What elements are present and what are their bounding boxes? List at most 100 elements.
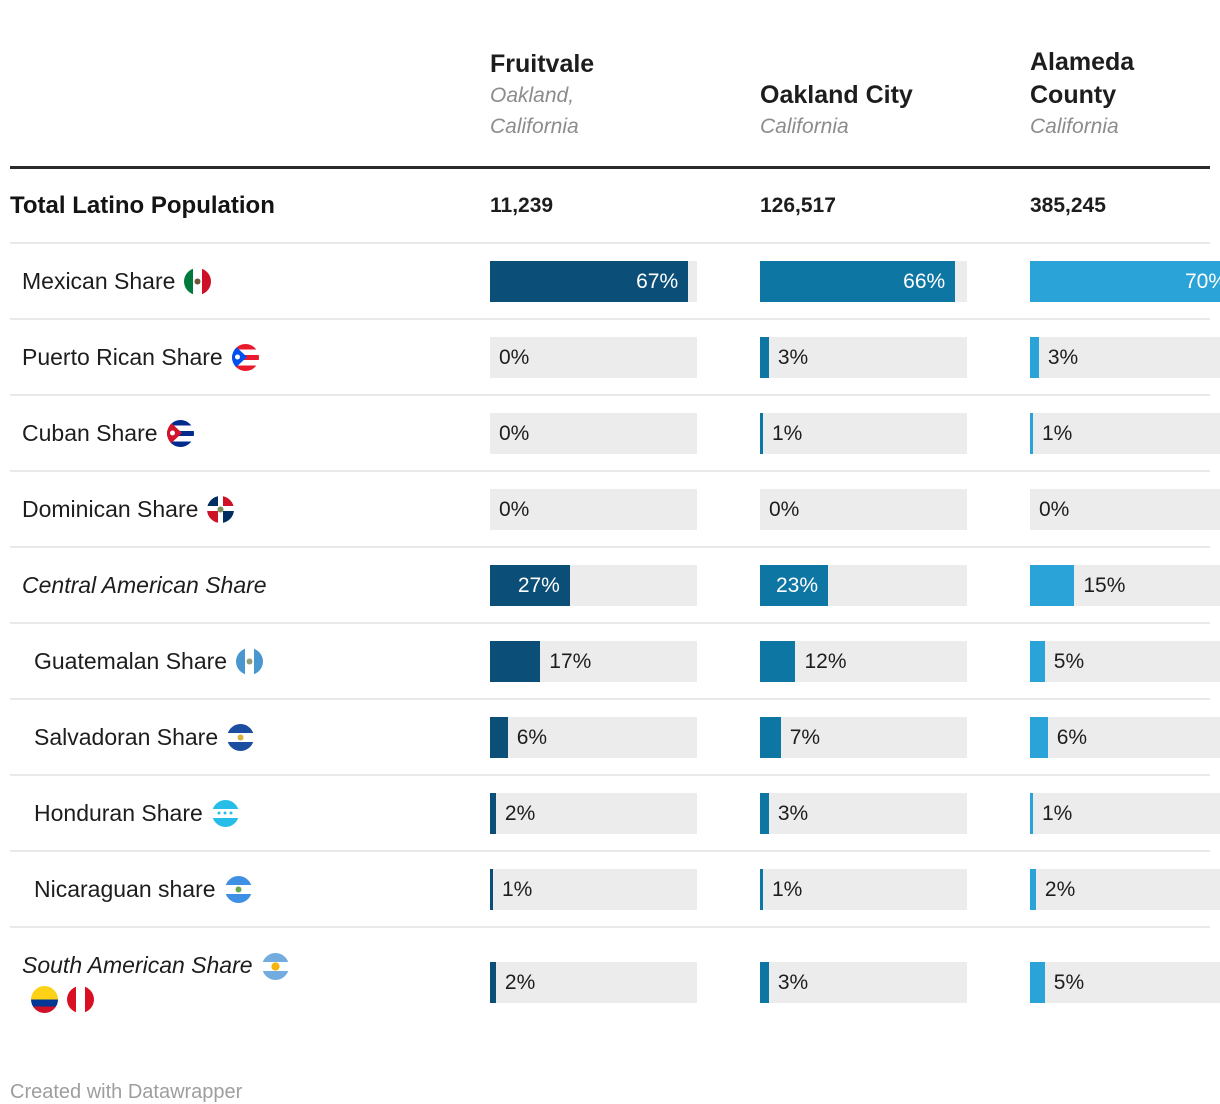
row-label: Dominican Share <box>10 495 427 523</box>
bar-cell: 0% <box>1030 488 1220 530</box>
bar-value-label: 6% <box>516 725 548 749</box>
row-label: Salvadoran Share <box>10 723 427 751</box>
table-row: Salvadoran Share 6% 7% 6% <box>10 700 1220 776</box>
total-value-oakland-city: 126,517 <box>760 193 836 217</box>
bar <box>1030 336 1039 378</box>
flag-nicaragua-icon <box>224 875 252 903</box>
bar <box>490 961 496 1003</box>
flag-peru-icon <box>67 986 94 1014</box>
column-name: Oakland City <box>760 80 913 109</box>
bar <box>1030 792 1033 834</box>
column-header-oakland-city: Oakland City California <box>760 79 967 142</box>
row-label-text: Cuban Share <box>22 419 158 446</box>
bar-value-label: 70% <box>1184 269 1220 293</box>
bar-track: 66% <box>760 260 967 302</box>
row-label-text: South American Share <box>22 951 253 978</box>
row-label-text: Honduran Share <box>34 799 203 826</box>
row-label-inner: Mexican Share <box>22 267 427 295</box>
flag-argentina-icon <box>261 953 289 981</box>
column-name: Alameda County <box>1030 47 1135 109</box>
bar-value-label: 66% <box>903 269 946 293</box>
bar-track: 0% <box>490 336 697 378</box>
bar-value-label: 5% <box>1053 970 1085 994</box>
bar <box>760 564 828 606</box>
bar-cell: 23% <box>760 564 967 606</box>
bar-cell: 1% <box>1030 412 1220 454</box>
bar-track: 2% <box>490 961 697 1003</box>
bar-track: 0% <box>490 488 697 530</box>
bar-value-label: 12% <box>804 649 847 673</box>
bar-value-label: 2% <box>504 801 536 825</box>
bar-track: 3% <box>760 336 967 378</box>
bar-track: 67% <box>490 260 697 302</box>
bar <box>1030 412 1033 454</box>
bar-value-label: 0% <box>499 497 530 521</box>
row-label-text: Dominican Share <box>22 495 199 522</box>
table-row: Nicaraguan share 1% 1% 2% <box>10 852 1220 928</box>
flag-dominican-republic-icon <box>207 495 235 523</box>
bar-track: 27% <box>490 564 697 606</box>
attribution: Created with Datawrapper <box>10 1081 243 1103</box>
bar <box>760 868 763 910</box>
bar-value-label: 3% <box>1047 345 1079 369</box>
bar-cell: 27% <box>490 564 697 606</box>
bar-cell: 6% <box>1030 716 1220 758</box>
bar-track: 70% <box>1030 260 1220 302</box>
bar <box>490 640 541 682</box>
bar-track: 0% <box>490 412 697 454</box>
bar-value-label: 1% <box>771 421 803 445</box>
table-row: Honduran Share 2% 3% 1% <box>10 776 1220 852</box>
bar-cell: 0% <box>490 336 697 378</box>
row-label-inner: Salvadoran Share <box>34 723 427 751</box>
bar-cell: 6% <box>490 716 697 758</box>
flag-el-salvador-icon <box>227 723 255 751</box>
bar-cell: 1% <box>490 868 697 910</box>
bar-track: 2% <box>490 792 697 834</box>
bar-cell: 1% <box>1030 792 1220 834</box>
total-row-label: Total Latino Population <box>10 191 275 219</box>
bar-value-label: 3% <box>777 970 809 994</box>
table-row: Mexican Share 67% 66% 70% <box>10 244 1220 320</box>
bar <box>1030 961 1045 1003</box>
rows: Mexican Share 67% 66% 70% Puerto Rican S… <box>10 244 1220 1036</box>
bar-track: 12% <box>760 640 967 682</box>
bar <box>760 640 796 682</box>
flag-honduras-icon <box>211 799 239 827</box>
flag-puerto-rico-icon <box>231 343 259 371</box>
bar-cell: 15% <box>1030 564 1220 606</box>
bar-cell: 0% <box>490 412 697 454</box>
column-header-fruitvale: Fruitvale Oakland, California <box>490 48 697 142</box>
bar-cell: 1% <box>760 412 967 454</box>
bar-cell: 67% <box>490 260 697 302</box>
bar <box>760 336 769 378</box>
bar-track: 15% <box>1030 564 1220 606</box>
bar-track: 6% <box>490 716 697 758</box>
row-label-inner: Dominican Share <box>22 495 427 523</box>
bar <box>490 792 496 834</box>
row-label: Mexican Share <box>10 267 427 295</box>
row-label: Central American Share <box>10 572 427 599</box>
bar-cell: 0% <box>490 488 697 530</box>
row-label: South American Share <box>10 949 324 1016</box>
table-row: Guatemalan Share 17% 12% 5% <box>10 624 1220 700</box>
bar-value-label: 6% <box>1056 725 1088 749</box>
bar <box>1030 716 1048 758</box>
bar-value-label: 2% <box>1044 877 1076 901</box>
table-row: Dominican Share 0% 0% 0% <box>10 472 1220 548</box>
table-row: Central American Share 27% 23% 15% <box>10 548 1220 624</box>
bar-cell: 3% <box>760 961 967 1003</box>
column-header-alameda-county: Alameda County California <box>1030 46 1220 142</box>
bar <box>1030 640 1045 682</box>
table-row: South American Share 2% 3% 5% <box>10 928 1220 1036</box>
bar-cell: 5% <box>1030 640 1220 682</box>
bar-value-label: 3% <box>777 345 809 369</box>
bar-cell: 0% <box>760 488 967 530</box>
bar-cell: 66% <box>760 260 967 302</box>
bar-value-label: 7% <box>789 725 821 749</box>
bar-value-label: 3% <box>777 801 809 825</box>
bar-track: 2% <box>1030 868 1220 910</box>
column-subtitle: California <box>1030 114 1119 138</box>
bar-track: 5% <box>1030 640 1220 682</box>
bar-value-label: 67% <box>636 269 679 293</box>
bar-cell: 1% <box>760 868 967 910</box>
